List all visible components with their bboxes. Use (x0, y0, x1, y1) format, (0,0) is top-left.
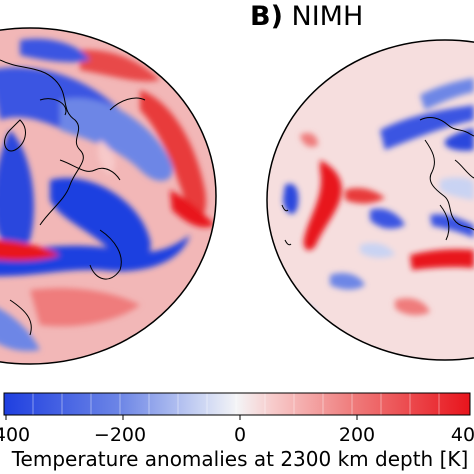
map-b-anomaly-field (267, 40, 474, 360)
map-panel-b (266, 39, 474, 361)
map-a-anomaly-field (0, 28, 216, 364)
map-panel-a (0, 27, 217, 365)
colorbar-tick-label: −200 (93, 424, 147, 446)
colorbar (3, 392, 471, 420)
panel-b-model-name: NIMH (291, 1, 364, 32)
panel-b-letter: B) (250, 1, 283, 32)
colorbar-tick-label: 40 (450, 424, 474, 446)
colorbar-gradient (4, 393, 470, 415)
colorbar-label: Temperature anomalies at 2300 km depth [… (11, 447, 469, 471)
colorbar-tick-label: 400 (0, 424, 31, 446)
colorbar-frame (3, 392, 471, 416)
map-b-outline (266, 39, 474, 361)
map-a-coastlines (0, 59, 146, 336)
colorbar-bands (32, 393, 440, 415)
panel-b-title: B) NIMH (250, 2, 363, 32)
map-b-coastlines (281, 117, 474, 246)
colorbar-tick-marks (5, 415, 358, 420)
colorbar-tick-label: 200 (338, 424, 376, 446)
map-a-outline (0, 27, 217, 365)
colorbar-tick-label: 0 (233, 424, 247, 446)
